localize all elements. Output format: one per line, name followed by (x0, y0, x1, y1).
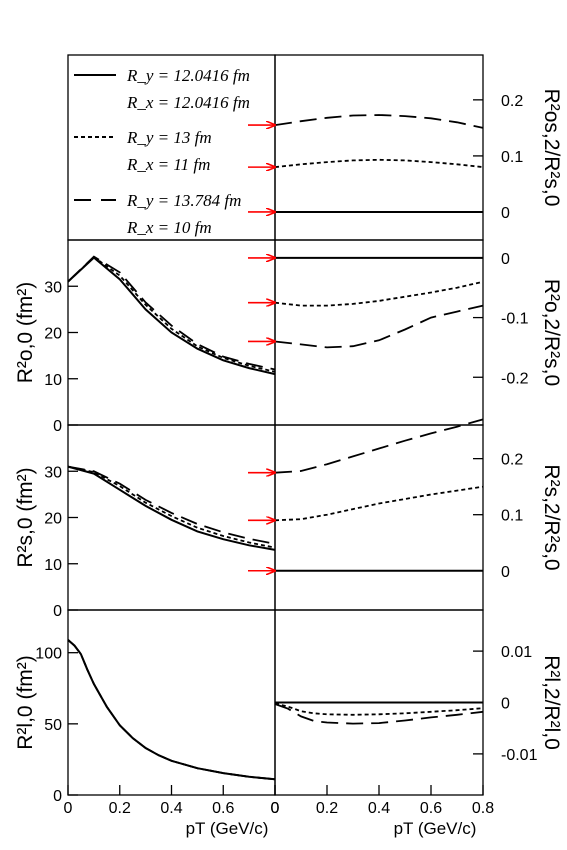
panel-right-2: 0 -0.1 -0.2 (248, 239, 529, 426)
y-tick-label: 0 (53, 788, 62, 805)
y-tick-label: -0.01 (501, 747, 538, 764)
panel-frame (67, 609, 276, 796)
series-solid-line (67, 465, 276, 551)
panel-left-2: 0 10 20 30 (44, 239, 276, 435)
panel-frame (274, 239, 484, 426)
y-axis-label: R²s,0 (fm²) (14, 467, 37, 567)
x-axis-label-right: pT (GeV/c) (394, 819, 477, 838)
x-tick-label: 0.4 (160, 800, 182, 817)
y-tick-label: 0.1 (501, 508, 523, 525)
panel-right-1: 0 0.1 0.2 (248, 54, 523, 241)
series-dotted-line (274, 158, 484, 168)
series-dashed-line (274, 304, 484, 349)
y-tick-label: 30 (44, 464, 62, 481)
series-dashed-line (274, 418, 484, 474)
series-dotted-line (274, 280, 484, 307)
x-tick-label: 0.6 (212, 800, 234, 817)
y-axis-label: R²os,2/R²s,0 (540, 89, 563, 207)
panel-right-4: 0.01 0 -0.01 0 0.2 0.4 0.6 0.8 (271, 609, 538, 817)
series-dotted-line (67, 255, 276, 373)
y-tick-label: 0 (501, 205, 510, 222)
y-tick-label: 0 (53, 418, 62, 435)
series-solid-line (67, 639, 276, 781)
y-tick-label: 0 (53, 603, 62, 620)
series-dotted-line (274, 485, 484, 522)
y-tick-label: 10 (44, 557, 62, 574)
panel-right-3: 0 0.1 0.2 (248, 418, 523, 611)
panels-layer: 0 0.1 0.2 0 10 20 30 0 -0.1 -0.2 0 10 20 30 0 0.1 0.2 0 50… (35, 54, 538, 817)
y-tick-label: 0.2 (501, 93, 523, 110)
panel-frame (67, 424, 276, 611)
series-dashed-line (67, 465, 276, 545)
legend-ry-label: R_y = 13 fm (126, 128, 212, 147)
panel-left-3: 0 10 20 30 (44, 424, 276, 620)
y-axis-label: R²l,0 (fm²) (14, 655, 37, 749)
y-tick-label: 100 (35, 646, 62, 663)
legend: R_y = 12.0416 fm R_x = 12.0416 fm R_y = 13… (74, 66, 250, 237)
panel-left-4: 0 50 100 0 0.2 0.4 0.6 0 (35, 609, 280, 817)
x-tick-label: 0.2 (316, 800, 338, 817)
axis-labels-layer: R²os,2/R²s,0 R²o,0 (fm²) R²o,2/R²s,0 R²s,0 … (14, 89, 563, 838)
series-dotted-line (67, 639, 276, 781)
y-axis-label: R²o,0 (fm²) (14, 282, 37, 384)
y-tick-label: 0.2 (501, 452, 523, 469)
y-tick-label: 50 (44, 717, 62, 734)
y-tick-label: 20 (44, 511, 62, 528)
series-dashed-line (274, 114, 484, 129)
legend-rx-label: R_x = 12.0416 fm (126, 93, 250, 112)
x-axis-label-left: pT (GeV/c) (186, 819, 269, 838)
x-tick-label: 0 (271, 800, 280, 817)
series-dashed-line (67, 639, 276, 781)
y-tick-label: 20 (44, 326, 62, 343)
series-dotted-line (67, 465, 276, 549)
y-tick-label: 0 (501, 564, 510, 581)
y-axis-label: R²s,2/R²s,0 (540, 464, 563, 570)
y-tick-label: -0.1 (501, 311, 529, 328)
x-tick-label: 0.4 (368, 800, 390, 817)
legend-ry-label: R_y = 13.784 fm (126, 191, 241, 210)
series-dotted-line (274, 702, 484, 716)
x-tick-label: 0.2 (109, 800, 131, 817)
series-dashed-line (274, 703, 484, 725)
y-tick-label: -0.2 (501, 370, 529, 387)
y-tick-label: 0.01 (501, 644, 532, 661)
y-tick-label: 0.1 (501, 149, 523, 166)
x-tick-label: 0 (64, 800, 73, 817)
y-axis-label: R²l,2/R²l,0 (540, 655, 563, 750)
x-tick-label: 0 (271, 800, 280, 817)
legend-rx-label: R_x = 11 fm (126, 155, 210, 174)
series-dashed-line (67, 255, 276, 371)
y-tick-label: 0 (501, 696, 510, 713)
legend-ry-label: R_y = 12.0416 fm (126, 66, 250, 85)
y-tick-label: 0 (501, 251, 510, 268)
x-tick-label: 0.6 (420, 800, 442, 817)
y-tick-label: 10 (44, 372, 62, 389)
y-tick-label: 30 (44, 279, 62, 296)
legend-rx-label: R_x = 10 fm (126, 218, 212, 237)
y-axis-label: R²o,2/R²s,0 (540, 279, 563, 386)
series-solid-line (67, 256, 276, 376)
x-tick-label: 0.8 (472, 800, 494, 817)
